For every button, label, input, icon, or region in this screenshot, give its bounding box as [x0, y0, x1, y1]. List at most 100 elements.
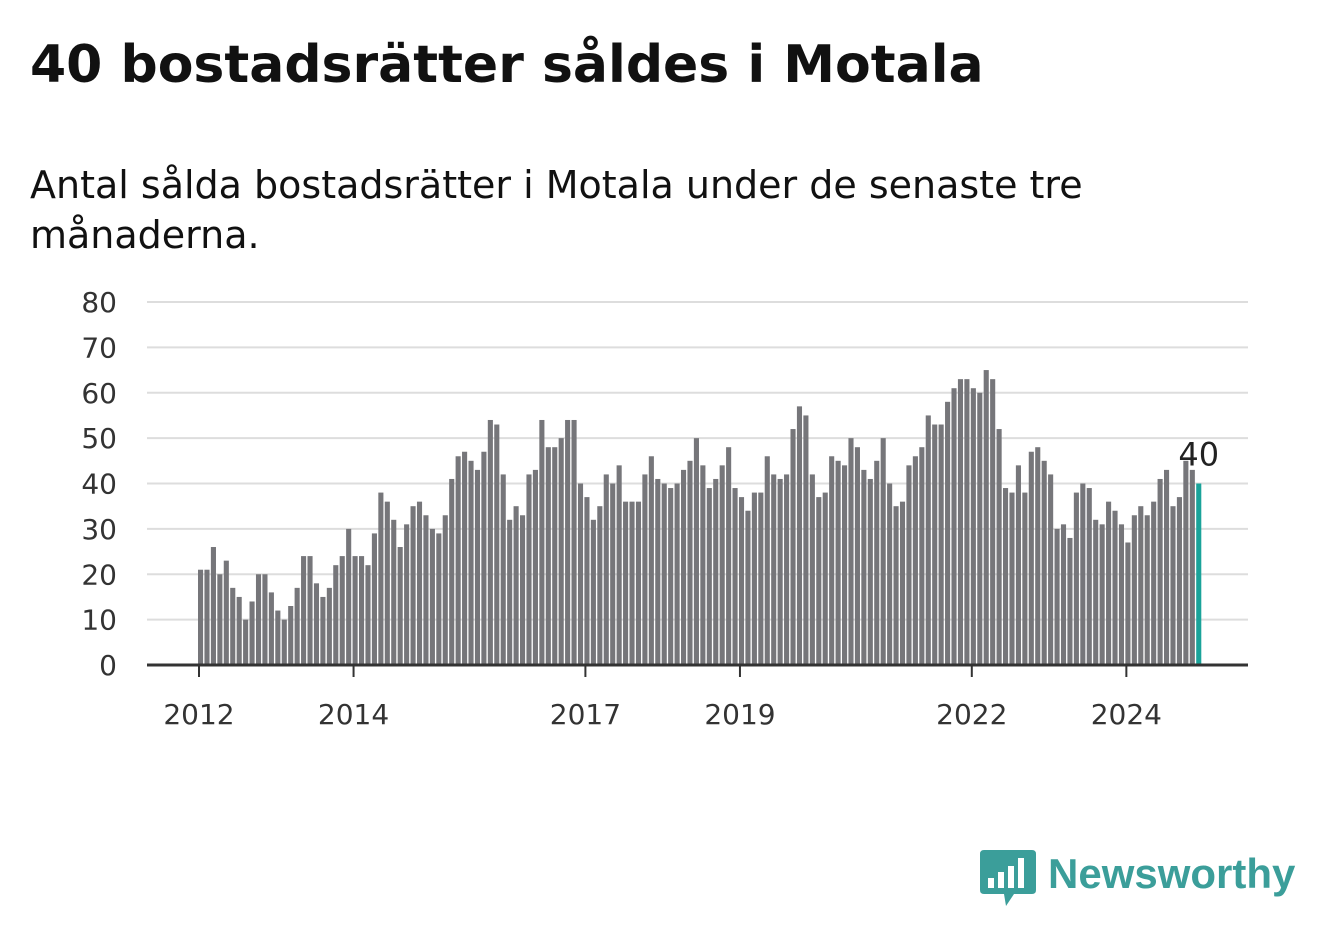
bar: [738, 497, 745, 665]
bar: [1189, 469, 1195, 665]
bar: [816, 497, 822, 665]
bar: [906, 465, 912, 665]
x-tick-label: 2019: [704, 698, 775, 731]
bar: [1099, 524, 1105, 665]
bar: [1003, 488, 1009, 665]
bar: [262, 574, 268, 665]
bar: [1157, 478, 1163, 665]
bar: [590, 519, 596, 665]
bar: [603, 474, 609, 665]
bar: [790, 429, 796, 665]
bar: [848, 438, 854, 666]
bar: [1183, 460, 1189, 665]
y-tick-label: 60: [81, 377, 117, 410]
bar: [423, 515, 429, 665]
bar: [700, 465, 706, 665]
bar: [365, 565, 371, 665]
bar: [384, 501, 390, 665]
bar: [796, 406, 803, 665]
bar: [416, 501, 423, 665]
bar: [429, 528, 435, 666]
bar: [874, 460, 880, 665]
bar: [539, 419, 545, 665]
bar: [674, 483, 680, 665]
bar: [333, 565, 339, 665]
bar: [565, 419, 571, 665]
bar: [243, 619, 249, 666]
bar: [268, 592, 274, 665]
bar: [481, 451, 487, 665]
bar: [255, 574, 262, 665]
bar: [1131, 515, 1137, 665]
bar: [474, 469, 481, 665]
bar: [1170, 506, 1176, 665]
x-tick-label: 2012: [163, 698, 234, 731]
bar: [359, 556, 365, 665]
bar: [378, 492, 384, 665]
bar: [661, 483, 667, 665]
bar: [996, 429, 1002, 665]
bar: [442, 515, 448, 665]
bar: [919, 447, 925, 665]
bar: [925, 415, 931, 665]
bar: [1086, 488, 1092, 665]
bar: [854, 447, 860, 665]
bar: [880, 438, 886, 666]
bar: [571, 419, 577, 665]
bar: [346, 528, 352, 666]
bar: [1112, 510, 1118, 665]
bar: [371, 533, 377, 665]
bar: [1041, 460, 1047, 665]
bar: [1022, 492, 1028, 665]
bar: [313, 583, 320, 665]
bar: [899, 501, 906, 665]
bar: [281, 619, 287, 666]
bar: [455, 456, 461, 665]
bar: [500, 474, 506, 665]
bar: [339, 556, 345, 665]
bar: [1176, 497, 1182, 665]
y-tick-label: 50: [81, 422, 117, 455]
bar: [352, 556, 358, 665]
bar: [951, 388, 957, 665]
bar: [217, 574, 223, 665]
bar: [468, 460, 474, 665]
bar: [404, 524, 410, 665]
bar: [545, 447, 551, 665]
bar: [726, 447, 732, 665]
x-tick-label: 2014: [318, 698, 389, 731]
bar: [204, 569, 210, 665]
y-tick-label: 80: [81, 286, 117, 319]
bar-highlight: [1196, 483, 1202, 665]
x-tick-label: 2022: [936, 698, 1007, 731]
bar: [635, 501, 642, 665]
bar: [436, 533, 442, 665]
bar: [655, 478, 661, 665]
annotations: 40: [1178, 436, 1219, 474]
bar: [462, 451, 468, 665]
bar: [713, 478, 719, 665]
bar: [288, 606, 294, 665]
bar: [1164, 469, 1170, 665]
bar: [1048, 474, 1054, 665]
bar: [1035, 447, 1041, 665]
y-tick-label: 30: [81, 513, 117, 546]
bar: [912, 456, 918, 665]
bar: [964, 379, 970, 665]
bar: [719, 465, 725, 665]
bar: [751, 492, 757, 665]
bar: [1144, 515, 1150, 665]
bar: [990, 379, 996, 665]
bar: [1060, 524, 1067, 665]
bar: [784, 474, 790, 665]
y-tick-label: 20: [81, 558, 117, 591]
bar: [301, 556, 307, 665]
bar: [706, 488, 712, 665]
bar: [275, 610, 281, 665]
bar: [809, 474, 815, 665]
y-tick-label: 70: [81, 331, 117, 364]
bar: [693, 438, 699, 666]
bar: [1093, 519, 1099, 665]
bar: [861, 469, 867, 665]
